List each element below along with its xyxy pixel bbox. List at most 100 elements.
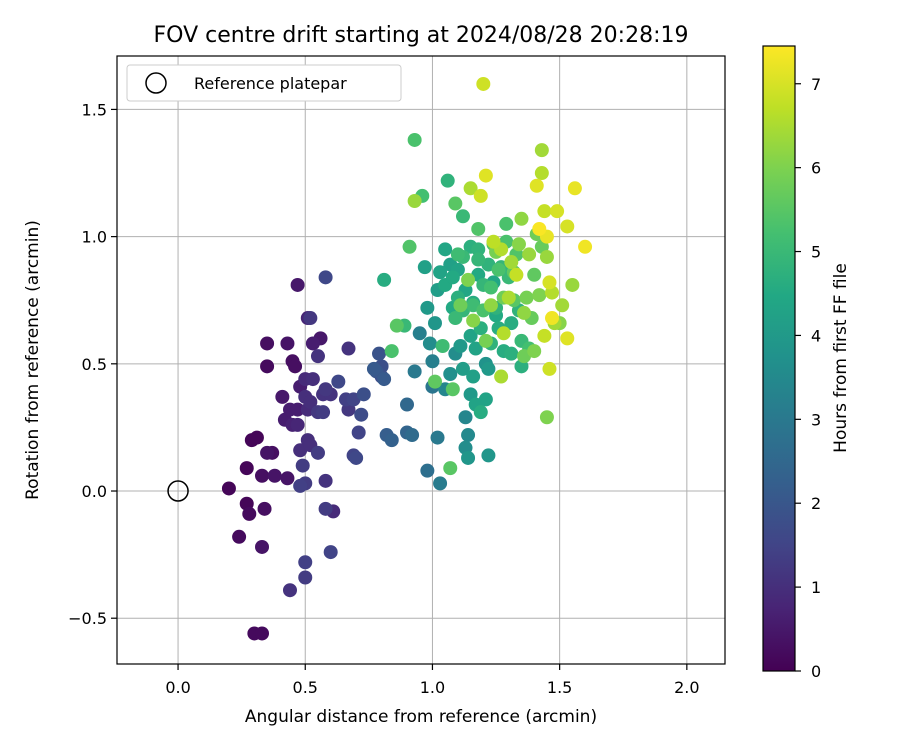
- data-point: [232, 529, 247, 544]
- plot-frame: [116, 55, 726, 665]
- colorbar-tick-label: 3: [811, 410, 821, 429]
- colorbar-tick-label: 2: [811, 494, 821, 513]
- data-point: [471, 252, 486, 267]
- colorbar-ticks: 0 1 2 3 4 5 6 7: [795, 75, 821, 681]
- data-point: [323, 545, 338, 560]
- data-point: [255, 626, 270, 641]
- data-point: [504, 316, 519, 331]
- data-point: [384, 344, 399, 359]
- data-point: [438, 242, 453, 257]
- colorbar-tick-label: 0: [811, 662, 821, 681]
- data-point: [407, 194, 422, 209]
- y-axis-ticks: −0.5 0.0 0.5 1.0 1.5: [68, 100, 117, 628]
- colorbar-tick-label: 4: [811, 326, 821, 345]
- data-point: [539, 410, 554, 425]
- data-point: [483, 298, 498, 313]
- data-point: [499, 216, 514, 231]
- colorbar-tick-label: 5: [811, 243, 821, 262]
- data-point: [511, 237, 526, 252]
- data-point: [290, 402, 305, 417]
- data-point: [331, 374, 346, 389]
- data-point: [494, 369, 509, 384]
- data-point: [550, 204, 565, 219]
- data-point: [377, 272, 392, 287]
- data-point: [555, 298, 570, 313]
- data-point: [303, 394, 318, 409]
- legend-marker-icon: [145, 72, 167, 94]
- data-point: [260, 445, 275, 460]
- colorbar: 0 1 2 3 4 5 6 7 Hours from first FF file: [762, 45, 851, 681]
- y-tick-label: −0.5: [68, 609, 107, 628]
- data-point: [435, 339, 450, 354]
- data-point: [221, 481, 236, 496]
- data-point: [517, 305, 532, 320]
- data-point: [280, 336, 295, 351]
- x-axis-label: Angular distance from reference (arcmin): [245, 707, 597, 727]
- x-tick-label: 0.5: [293, 678, 318, 697]
- data-point: [290, 417, 305, 432]
- legend-label: Reference platepar: [194, 74, 347, 93]
- data-point: [282, 583, 297, 598]
- data-point: [527, 267, 542, 282]
- legend-box: [126, 64, 402, 102]
- data-point: [400, 397, 415, 412]
- x-tick-label: 0.0: [165, 678, 190, 697]
- data-point: [463, 328, 478, 343]
- data-point: [578, 239, 593, 254]
- data-point: [303, 311, 318, 326]
- data-point: [529, 178, 544, 193]
- colorbar-tick-label: 6: [811, 159, 821, 178]
- y-tick-label: 1.5: [82, 100, 107, 119]
- chart-title: FOV centre drift starting at 2024/08/28 …: [154, 23, 689, 48]
- y-tick-label: 0.0: [82, 482, 107, 501]
- data-point: [305, 372, 320, 387]
- data-point: [420, 463, 435, 478]
- data-point: [310, 349, 325, 364]
- data-point: [509, 267, 524, 282]
- data-point: [298, 570, 313, 585]
- data-point: [427, 316, 442, 331]
- colorbar-tick-label: 1: [811, 578, 821, 597]
- data-point: [389, 318, 404, 333]
- data-point: [473, 188, 488, 203]
- data-point: [461, 450, 476, 465]
- data-points: [221, 76, 593, 641]
- data-point: [542, 361, 557, 376]
- y-tick-label: 0.5: [82, 355, 107, 374]
- data-point: [565, 277, 580, 292]
- data-point: [267, 468, 282, 483]
- data-point: [476, 76, 491, 91]
- data-point: [534, 166, 549, 181]
- data-point: [377, 372, 392, 387]
- data-point: [501, 290, 516, 305]
- data-point: [486, 234, 501, 249]
- y-axis-label: Rotation from reference (arcmin): [23, 220, 43, 500]
- data-point: [455, 209, 470, 224]
- data-point: [463, 181, 478, 196]
- data-point: [534, 143, 549, 158]
- data-point: [466, 369, 481, 384]
- data-point: [537, 328, 552, 343]
- reference-platepar-marker: [167, 480, 189, 502]
- data-point: [481, 361, 496, 376]
- data-point: [420, 300, 435, 315]
- data-point: [567, 181, 582, 196]
- data-point: [491, 262, 506, 277]
- data-point: [354, 407, 369, 422]
- colorbar-label: Hours from first FF file: [831, 263, 851, 453]
- data-point: [471, 242, 486, 257]
- data-point: [349, 450, 364, 465]
- data-point: [542, 275, 557, 290]
- data-point: [448, 311, 463, 326]
- data-point: [425, 354, 440, 369]
- data-point: [417, 260, 432, 275]
- data-point: [496, 326, 511, 341]
- data-point: [445, 382, 460, 397]
- x-tick-label: 1.5: [547, 678, 572, 697]
- data-point: [351, 425, 366, 440]
- data-point: [478, 333, 493, 348]
- data-point: [527, 344, 542, 359]
- data-point: [260, 359, 275, 374]
